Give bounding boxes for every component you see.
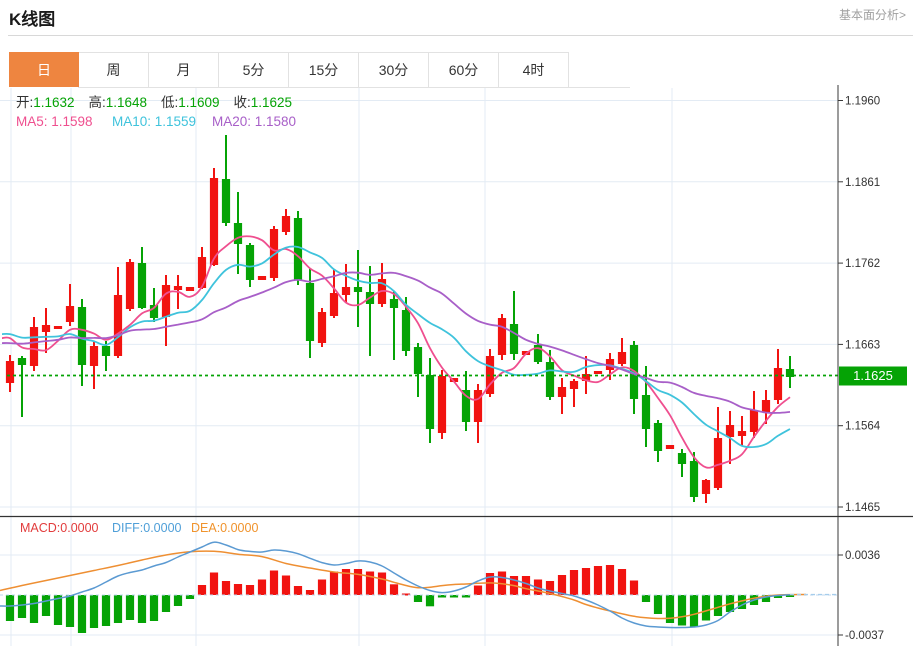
svg-text:1.1960: 1.1960 [845, 96, 880, 108]
svg-text:1.1663: 1.1663 [845, 339, 880, 351]
svg-text:MA5: 1.1598 MA10: 1.1559 MA2: MA5: 1.1598 MA10: 1.1559 MA20: 1.1580 [16, 114, 296, 129]
svg-text:1.1564: 1.1564 [845, 421, 881, 433]
svg-text:1.1465: 1.1465 [845, 502, 880, 514]
svg-text:0.0036: 0.0036 [845, 550, 880, 562]
svg-text:1.1762: 1.1762 [845, 258, 880, 270]
svg-text:-0.0037: -0.0037 [845, 630, 884, 642]
svg-text:1.1625: 1.1625 [853, 368, 893, 383]
svg-text:1.1861: 1.1861 [845, 177, 880, 189]
